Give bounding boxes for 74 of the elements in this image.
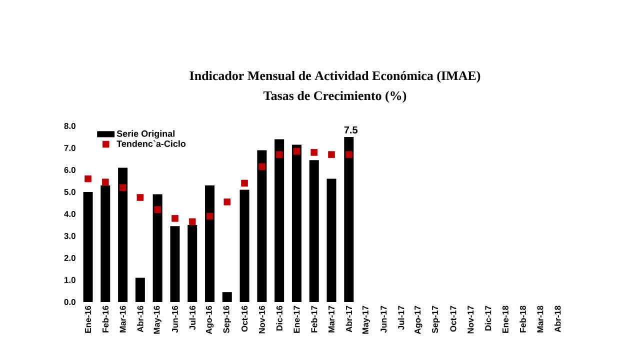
point — [241, 180, 248, 187]
y-tick-label: 4.0 — [64, 210, 76, 217]
x-tick-label: Sep-17 — [432, 306, 440, 334]
point — [188, 218, 196, 226]
bar — [188, 224, 198, 302]
point — [293, 148, 300, 155]
x-tick-label: May-17 — [362, 306, 370, 334]
x-tick-label: Oct-17 — [450, 306, 456, 332]
point — [276, 151, 283, 158]
x-tick-label: Dic-17 — [484, 306, 492, 330]
point — [154, 206, 161, 213]
x-tick-label: Jun-17 — [380, 306, 387, 333]
point — [172, 214, 178, 222]
bar — [292, 144, 302, 302]
x-tick-label: Jul-16 — [189, 306, 196, 330]
bar — [257, 150, 267, 302]
bar — [240, 190, 250, 302]
bar — [170, 226, 180, 302]
point — [206, 212, 214, 220]
x-tick-label: Ene-17 — [294, 306, 300, 333]
x-tick-label: Abr-16 — [137, 306, 144, 332]
point — [310, 149, 318, 156]
x-tick-label: Nov-17 — [468, 306, 474, 334]
y-tick-label: 3.0 — [64, 232, 76, 240]
bar — [309, 160, 319, 302]
bar — [83, 192, 93, 302]
point — [84, 175, 92, 182]
x-tick-label: Ene-18 — [502, 306, 508, 333]
chart-subtitle: Tasas de Crecimiento (%) — [264, 90, 406, 103]
point — [102, 178, 109, 186]
point — [136, 194, 144, 201]
chart-title: Indicador Mensual de Actividad Económica (IMAE) — [190, 70, 480, 83]
x-tick-label: Mar-16 — [120, 306, 126, 332]
point — [224, 198, 231, 206]
y-tick-label: 1.0 — [64, 276, 76, 283]
bar — [118, 168, 128, 302]
x-tick-label: Dic-16 — [276, 306, 282, 330]
x-tick-label: Mar-18 — [537, 306, 544, 332]
point — [328, 151, 335, 158]
y-tick-label: 2.0 — [64, 254, 76, 261]
x-tick-label: Feb-17 — [310, 306, 318, 332]
point — [258, 163, 266, 170]
x-tick-label: Jun-16 — [172, 306, 178, 333]
legend-label: Serie Original — [116, 130, 174, 139]
x-tick-label: Mar-17 — [328, 306, 334, 332]
bar — [205, 185, 215, 302]
legend-label: Tendenc`a-Ciclo — [116, 140, 186, 147]
y-tick-label: 8.0 — [64, 123, 76, 130]
x-tick-label: Oct-16 — [242, 306, 248, 332]
x-tick-label: Ene-16 — [85, 306, 92, 333]
bar — [326, 178, 336, 302]
x-tick-label: Feb-16 — [102, 306, 109, 332]
point — [345, 151, 352, 158]
x-tick-label: Abr-17 — [346, 306, 352, 332]
x-tick-label: Sep-16 — [223, 306, 231, 334]
x-tick-label: Ago-16 — [206, 306, 214, 334]
data-label: 7.5 — [344, 126, 358, 134]
y-tick-label: 6.0 — [64, 166, 76, 173]
x-tick-label: Jul-17 — [398, 306, 404, 330]
y-tick-label: 0.0 — [64, 298, 76, 305]
bar — [222, 292, 232, 302]
y-tick-label: 7.0 — [64, 144, 76, 152]
bar — [100, 185, 110, 302]
bar — [135, 278, 145, 302]
x-tick-label: Ago-17 — [414, 306, 422, 334]
bar — [344, 137, 354, 302]
x-tick-label: May-16 — [154, 306, 162, 334]
x-tick-label: Feb-18 — [520, 306, 526, 332]
y-tick-label: 5.0 — [64, 188, 76, 195]
x-tick-label: Nov-16 — [258, 306, 265, 334]
bar — [152, 194, 162, 302]
bar — [274, 139, 284, 302]
x-tick-label: Abr-18 — [554, 306, 561, 332]
point — [119, 184, 126, 191]
